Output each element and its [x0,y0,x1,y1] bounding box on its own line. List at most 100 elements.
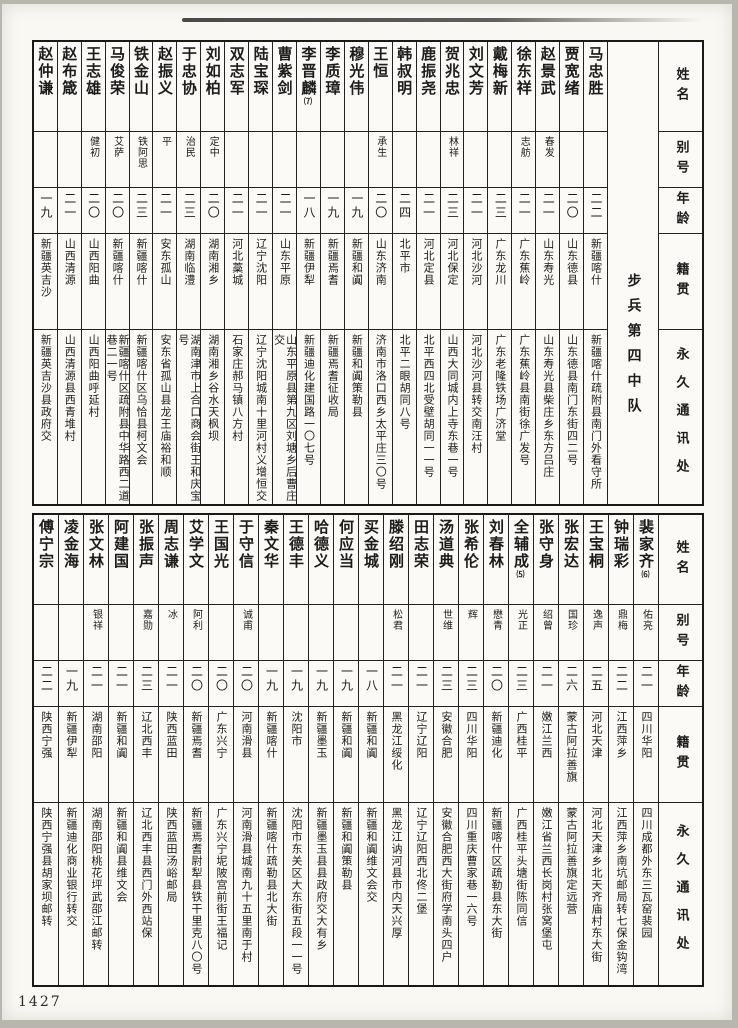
person-native: 新疆伊犁 [59,707,83,803]
person-column: 张文林 银祥 二一 湖南邵阳 湖南邵阳桃花坪武邵江邮转 [83,515,108,985]
person-column: 李质璋 一九 新疆焉耆 新疆焉耆征收局 [319,42,344,504]
person-age: 二一 [464,188,488,234]
person-alias: 世维 [434,605,458,661]
person-column: 马俊荣 艾萨 二〇 新疆喀什 新疆喀什区疏附县中华路西二道巷二一号 [104,42,129,504]
person-alias [320,132,344,188]
person-age: 二一 [57,188,81,234]
person-address: 新疆和阗县维文会 [115,807,128,903]
person-address: 新疆焉耆尉犁县铁干里克八〇号 [190,807,203,975]
roster-section-top: 姓名 别号 年龄 籍贯 永久通讯处 步兵第四中队 马忠胜 二二 新疆喀什 新疆喀什疏附县南门外看守… [32,40,704,506]
person-column: 王国光 二〇 广东兴宁 广东兴宁坭陂宫前街王福记 [208,515,233,985]
person-name: 秦文华 [259,515,283,605]
roster-section-bottom: 姓名 别号 年龄 籍贯 永久通讯处 裴家齐⑹ 佑亮 二一 四川华阳 四川成都外东三瓦窑裴园 钟瑞彩鼎… [32,513,704,987]
scanned-directory-page: 姓名 别号 年龄 籍贯 永久通讯处 步兵第四中队 马忠胜 二二 新疆喀什 新疆喀什疏附县南门外看守… [2,4,732,1020]
person-column: 韩叔明 二四 北平市 北平二眼胡同八号 [391,42,416,504]
person-native: 新疆焉耆 [320,234,344,330]
header-cell-native: 籍贯 [659,707,702,803]
header-cell-native: 籍贯 [659,234,702,330]
person-column: 王志雄 健初 二〇 山西阳曲 山西阳曲呼延村 [80,42,105,504]
name-annotation: ⑹ [641,570,651,578]
person-alias: 定中 [201,132,225,188]
person-alias: 光正 [509,605,533,661]
person-name: 凌金海 [59,515,83,605]
name-annotation: ⑺ [303,97,314,105]
person-name: 李晋麟⑺ [297,42,320,132]
person-age: 二三 [459,661,483,707]
person-name: 周志谦 [159,515,183,605]
person-native: 新疆喀什 [129,234,153,330]
person-address: 湖南邵阳桃花坪武邵江邮转 [90,807,103,951]
person-name: 傅宁宗 [34,515,58,605]
person-native: 新疆伊犁 [297,234,320,330]
person-name: 曹紫剑 [273,42,297,132]
person-address: 山西清源县西青堆村 [63,334,77,442]
person-address: 新疆迪化建国路一〇七号 [302,334,316,466]
person-native: 新疆和阗 [334,707,358,803]
person-address: 辽北西丰县西门外西站保 [140,807,153,939]
person-name: 何应当 [334,515,358,605]
person-name: 马俊荣 [105,42,129,132]
person-address: 济南市洛口西乡太平庄三〇号 [374,334,388,490]
person-alias [273,132,297,188]
person-column: 傅宁宗 二二 陕西宁强 陕西宁强县胡家坝邮转 [34,515,58,985]
person-column: 徐东祥 志舫 二一 广东蕉岭 广东蕉岭县南街徐广发号 [511,42,536,504]
person-column: 凌金海 一九 新疆伊犁 新疆迪化商业银行转交 [58,515,83,985]
person-column: 赵布箴 二一 山西清源 山西清源县西青堆村 [56,42,81,504]
person-column: 张希伦辉二三 四川华阳 四川重庆曹家巷一六号 [458,515,483,985]
person-age: 二二 [584,188,607,234]
person-alias [560,132,584,188]
person-age: 二一 [634,661,658,707]
header-cell-age: 年龄 [659,188,702,234]
person-alias [59,605,83,661]
header-cell-age: 年龄 [659,661,702,707]
person-native: 北平市 [392,234,416,330]
person-name: 鹿振尧 [416,42,440,132]
person-address: 沈阳市东关区大东街五段一一号 [290,807,303,975]
person-native: 湖南湘乡 [201,234,225,330]
person-address: 新疆喀什区疏附县中华路西二道巷二一号 [105,334,129,502]
person-column: 汤道典 世维 二三 安徽合肥 安徽合肥西大街府学南头四户 [433,515,458,985]
person-alias [249,132,273,188]
person-address: 新疆焉耆征收局 [326,334,340,418]
person-age: 二一 [512,188,536,234]
person-column: 田志荣 二一 辽宁辽阳 辽宁辽阳西北佟二堡 [408,515,433,985]
person-alias: 松君 [384,605,408,661]
person-age: 二〇 [560,188,584,234]
person-address: 山东寿光县柴庄乡东方吕庄 [541,334,555,478]
person-age: 二〇 [484,661,508,707]
person-alias: 国珍 [559,605,583,661]
person-alias [109,605,133,661]
person-address: 新疆英吉沙县政府交 [39,334,53,442]
person-name: 于忠协 [177,42,201,132]
person-name: 赵布箴 [57,42,81,132]
person-native: 陕西宁强 [34,707,58,803]
person-alias [33,132,57,188]
header-column: 姓名 别号 年龄 籍贯 永久通讯处 [658,42,702,504]
person-native: 新疆墨玉 [309,707,333,803]
person-address: 湖南湘乡谷水天枫坝 [206,334,220,442]
person-name: 贺兆忠 [440,42,464,132]
person-column: 刘如柏 定中 二〇 湖南湘乡 湖南湘乡谷水天枫坝 [200,42,225,504]
person-native: 河北天津 [584,707,608,803]
person-age: 二一 [534,661,558,707]
person-native: 辽宁辽阳 [409,707,433,803]
person-column: 张守身 绍曾 二一 嫩江兰西 嫩江省兰西长岗村张窝堡屯 [533,515,558,985]
person-alias: 艾萨 [105,132,129,188]
person-age: 二〇 [368,188,392,234]
person-age: 二〇 [201,188,225,234]
person-column: 全辅成⑸ 光正 二三 广西桂平 广西桂平头塘街陈同信 [508,515,533,985]
person-native: 安徽合肥 [434,707,458,803]
person-native: 湖南临澧 [177,234,201,330]
person-name: 艾学文 [184,515,208,605]
person-alias: 鼎梅 [609,605,633,661]
header-cell-address: 永久通讯处 [673,824,689,964]
person-address: 安东省孤山县龙王庙裕和顺 [158,334,172,478]
person-age: 二五 [584,661,608,707]
person-column: 赵仲谦 一九 新疆英吉沙 新疆英吉沙县政府交 [33,42,57,504]
person-age: 二二 [34,661,58,707]
person-native: 新疆和阗 [344,234,368,330]
person-column: 赵景武 春发 二一 山东寿光 山东寿光县柴庄乡东方吕庄 [535,42,560,504]
person-native: 河北沙河 [464,234,488,330]
person-alias: 懋青 [484,605,508,661]
person-age: 一九 [259,661,283,707]
